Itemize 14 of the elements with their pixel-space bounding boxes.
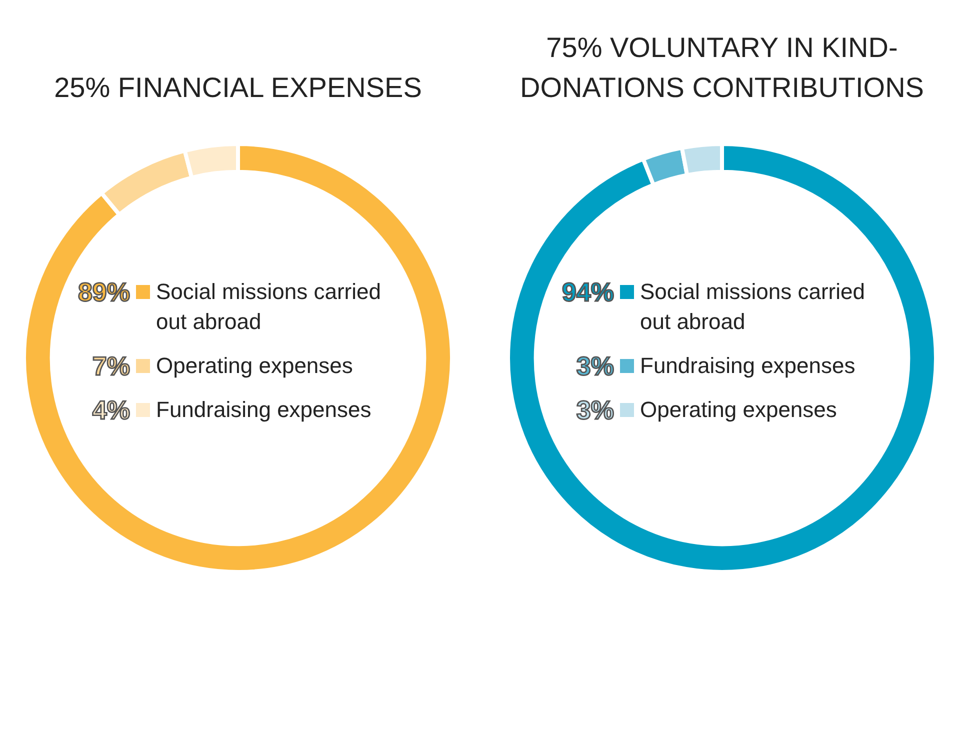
data-label: 7% [91,351,130,381]
chart-title: 75% VOLUNTARY IN KIND-DONATIONS CONTRIBUTIONS [519,31,925,105]
legend-label: Social missions carried out abroad [156,278,382,336]
data-label: 94% [560,277,614,307]
data-label: 3% [575,395,614,425]
legend-label: Operating expenses [640,396,837,424]
legend-label: Fundraising expenses [640,352,856,380]
legend-label: Fundraising expenses [156,396,372,424]
legend-label: Operating expenses [156,352,353,380]
data-label: 4% [91,395,130,425]
data-label: 3% [575,351,614,381]
chart-title: 25% FINANCIAL EXPENSES [53,71,423,105]
data-label: 89% [76,277,130,307]
legend-label: Social missions carried out abroad [640,278,866,336]
